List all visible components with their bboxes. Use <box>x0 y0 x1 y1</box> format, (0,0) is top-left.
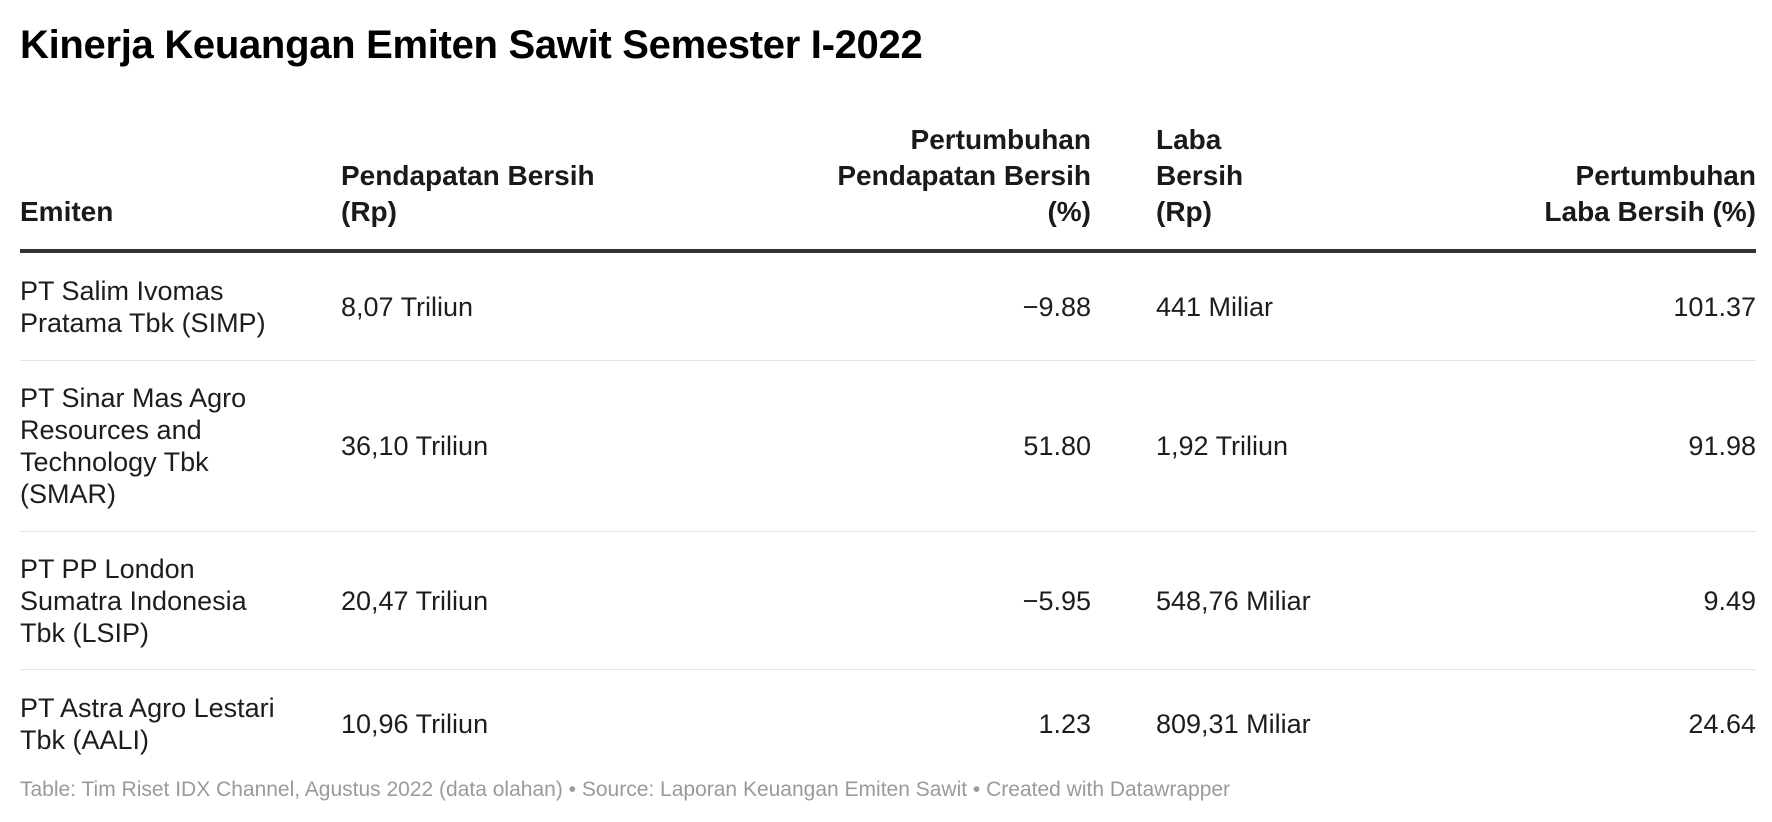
cell-emiten: PT Sinar Mas Agro Resources and Technolo… <box>20 360 341 532</box>
table-row: PT Sinar Mas Agro Resources and Technolo… <box>20 360 1756 532</box>
cell-pendapatan-bersih: 10,96 Triliun <box>341 709 489 739</box>
cell-pertumbuhan-pendapatan: −9.88 <box>740 251 1091 361</box>
column-header-laba-bersih: Laba Bersih (Rp) <box>1091 122 1453 253</box>
cell-pertumbuhan-laba: 101.37 <box>1453 251 1756 361</box>
table-row: PT PP London Sumatra Indonesia Tbk (LSIP… <box>20 531 1756 670</box>
cell-pendapatan-bersih: 20,47 Triliun <box>341 531 740 670</box>
cell-pertumbuhan-pendapatan: 1.23 <box>1038 709 1091 739</box>
header-row: Emiten Pendapatan Bersih (Rp) Pertumbuha… <box>20 122 1756 253</box>
chart-title: Kinerja Keuangan Emiten Sawit Semester I… <box>20 23 923 67</box>
cell-laba-bersih: 1,92 Triliun <box>1091 360 1453 532</box>
cell-pendapatan-bersih: 8,07 Triliun <box>341 251 740 361</box>
table-chart: Kinerja Keuangan Emiten Sawit Semester I… <box>20 0 1756 755</box>
column-header-pertumbuhan-pendapatan: Pertumbuhan Pendapatan Bersih (%) <box>740 122 1091 253</box>
cell-pertumbuhan-pendapatan: −5.95 <box>740 531 1091 670</box>
cell-emiten: PT Salim Ivomas Pratama Tbk (SIMP) <box>20 251 341 361</box>
cell-emiten: PT Astra Agro Lestari Tbk (AALI) <box>20 693 275 755</box>
cell-laba-bersih: 548,76 Miliar <box>1091 531 1453 670</box>
cell-laba-bersih: 441 Miliar <box>1091 251 1453 361</box>
cell-pertumbuhan-laba: 91.98 <box>1453 360 1756 532</box>
source-footer: Table: Tim Riset IDX Channel, Agustus 20… <box>20 778 1231 801</box>
cell-laba-bersih: 809,31 Miliar <box>1156 709 1311 739</box>
cell-pertumbuhan-laba: 24.64 <box>1688 709 1756 739</box>
column-header-emiten: Emiten <box>20 122 341 253</box>
cell-pertumbuhan-laba: 9.49 <box>1453 531 1756 670</box>
cell-pendapatan-bersih: 36,10 Triliun <box>341 360 740 532</box>
table-row: PT Salim Ivomas Pratama Tbk (SIMP) 8,07 … <box>20 251 1756 361</box>
column-header-pendapatan-bersih: Pendapatan Bersih (Rp) <box>341 122 740 253</box>
table-row: PT Astra Agro Lestari Tbk (AALI) 10,96 T… <box>20 670 1756 779</box>
cell-pertumbuhan-pendapatan: 51.80 <box>740 360 1091 532</box>
data-table: Emiten Pendapatan Bersih (Rp) Pertumbuha… <box>20 122 1756 778</box>
column-header-pertumbuhan-laba: Pertumbuhan Laba Bersih (%) <box>1453 122 1756 253</box>
cell-emiten: PT PP London Sumatra Indonesia Tbk (LSIP… <box>20 531 341 670</box>
